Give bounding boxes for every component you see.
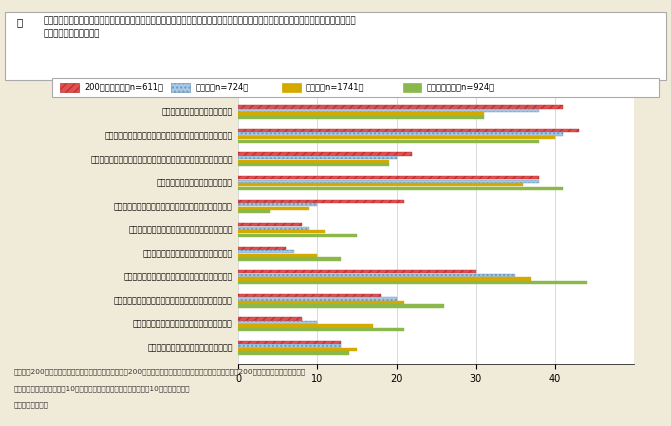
Bar	[238, 223, 301, 226]
Bar	[238, 301, 405, 304]
Bar	[238, 247, 286, 250]
Text: 資料）国土交通省: 資料）国土交通省	[13, 402, 48, 409]
Text: 小都市・町村（n=924）: 小都市・町村（n=924）	[427, 83, 495, 92]
Text: 中都市（n=1741）: 中都市（n=1741）	[306, 83, 364, 92]
Bar	[238, 153, 413, 156]
Bar	[238, 156, 397, 159]
Text: 森林などの不適切な管理による国土の荒廃: 森林などの不適切な管理による国土の荒廃	[142, 249, 233, 258]
Text: 地場産業の衰退などによる災害復旧能力の低下: 地場産業の衰退などによる災害復旧能力の低下	[133, 320, 233, 329]
Bar	[238, 187, 563, 190]
Text: ゲリラ豪雨などの異常気象の増加: ゲリラ豪雨などの異常気象の増加	[162, 108, 233, 117]
Bar	[238, 183, 523, 186]
Text: 高層マンション・ビルや地下街などの都市構造の高度化: 高層マンション・ビルや地下街などの都市構造の高度化	[114, 202, 233, 211]
Bar	[238, 140, 539, 143]
Bar	[238, 132, 563, 136]
Bar	[238, 105, 563, 109]
Text: 「中都市」とは、人口10万人以上の市。「小都市」とは、人口10万人未満の市。: 「中都市」とは、人口10万人以上の市。「小都市」とは、人口10万人未満の市。	[13, 386, 190, 392]
Bar	[238, 270, 476, 273]
Bar	[238, 304, 444, 308]
Bar	[238, 203, 317, 206]
Bar	[238, 257, 341, 261]
Bar	[238, 281, 586, 284]
Bar	[238, 351, 349, 355]
Bar	[238, 230, 325, 233]
Bar	[238, 234, 357, 237]
Bar	[238, 136, 555, 139]
Bar	[238, 112, 484, 116]
Bar	[238, 348, 357, 351]
Text: 高齢化・過疎化などによる地域で助け合う力の低下: 高齢化・過疎化などによる地域で助け合う力の低下	[123, 273, 233, 282]
Bar	[238, 344, 341, 348]
Text: 住宅その他の建物の老朽化、耐震不足による災害被害の拡大: 住宅その他の建物の老朽化、耐震不足による災害被害の拡大	[105, 131, 233, 141]
Text: （注）「200万人大都市」とは、東京都区部および人口200万人以上の政令指定都市。「大都市」とは、人口200万人未満の政令指定都市。: （注）「200万人大都市」とは、東京都区部および人口200万人以上の政令指定都市…	[13, 368, 305, 375]
Text: 大都市（n=724）: 大都市（n=724）	[195, 83, 248, 92]
Bar	[238, 297, 397, 300]
Text: 災害に対する危険性が高まる不安はない: 災害に対する危険性が高まる不安はない	[148, 343, 233, 352]
Bar	[238, 109, 539, 112]
Bar	[238, 210, 270, 213]
Bar	[238, 129, 578, 132]
Text: 問: 問	[17, 17, 23, 27]
Text: 高齢者などの災害時要援護者の増加: 高齢者などの災害時要援護者の増加	[157, 178, 233, 187]
Bar	[238, 179, 539, 183]
Bar	[238, 160, 389, 163]
Bar	[238, 207, 309, 210]
Bar	[238, 317, 301, 320]
Bar	[238, 199, 405, 203]
Bar	[238, 254, 317, 257]
Bar	[238, 116, 484, 119]
Bar	[238, 341, 341, 344]
Bar	[238, 328, 405, 331]
Bar	[238, 227, 309, 230]
Text: 200万人大都市（n=611）: 200万人大都市（n=611）	[85, 83, 164, 92]
Bar	[238, 250, 294, 253]
Bar	[238, 163, 389, 166]
Text: 50（%): 50（%)	[605, 83, 634, 92]
Bar	[238, 176, 539, 179]
Bar	[238, 294, 380, 297]
Bar	[238, 277, 531, 281]
Bar	[238, 324, 373, 328]
Text: あなたがお住まいの地域では、どのような点で災害に対する危険性が高まっている、または今後高まると思いますか。あてはまるものを
すべてお選びください。: あなたがお住まいの地域では、どのような点で災害に対する危険性が高まっている、また…	[44, 16, 356, 38]
Text: 道路や橋などの社会資本の老朽化、耐震不足による災害被害の拡大: 道路や橋などの社会資本の老朽化、耐震不足による災害被害の拡大	[91, 155, 233, 164]
Bar	[238, 274, 515, 277]
Bar	[238, 321, 317, 324]
Text: がけ地など災害に脆弱な地域への居住地域の拡大: がけ地など災害に脆弱な地域への居住地域の拡大	[128, 225, 233, 235]
Text: 予算・人員の縮減などによる行政の災害対応能力の低下: 予算・人員の縮減などによる行政の災害対応能力の低下	[114, 296, 233, 305]
